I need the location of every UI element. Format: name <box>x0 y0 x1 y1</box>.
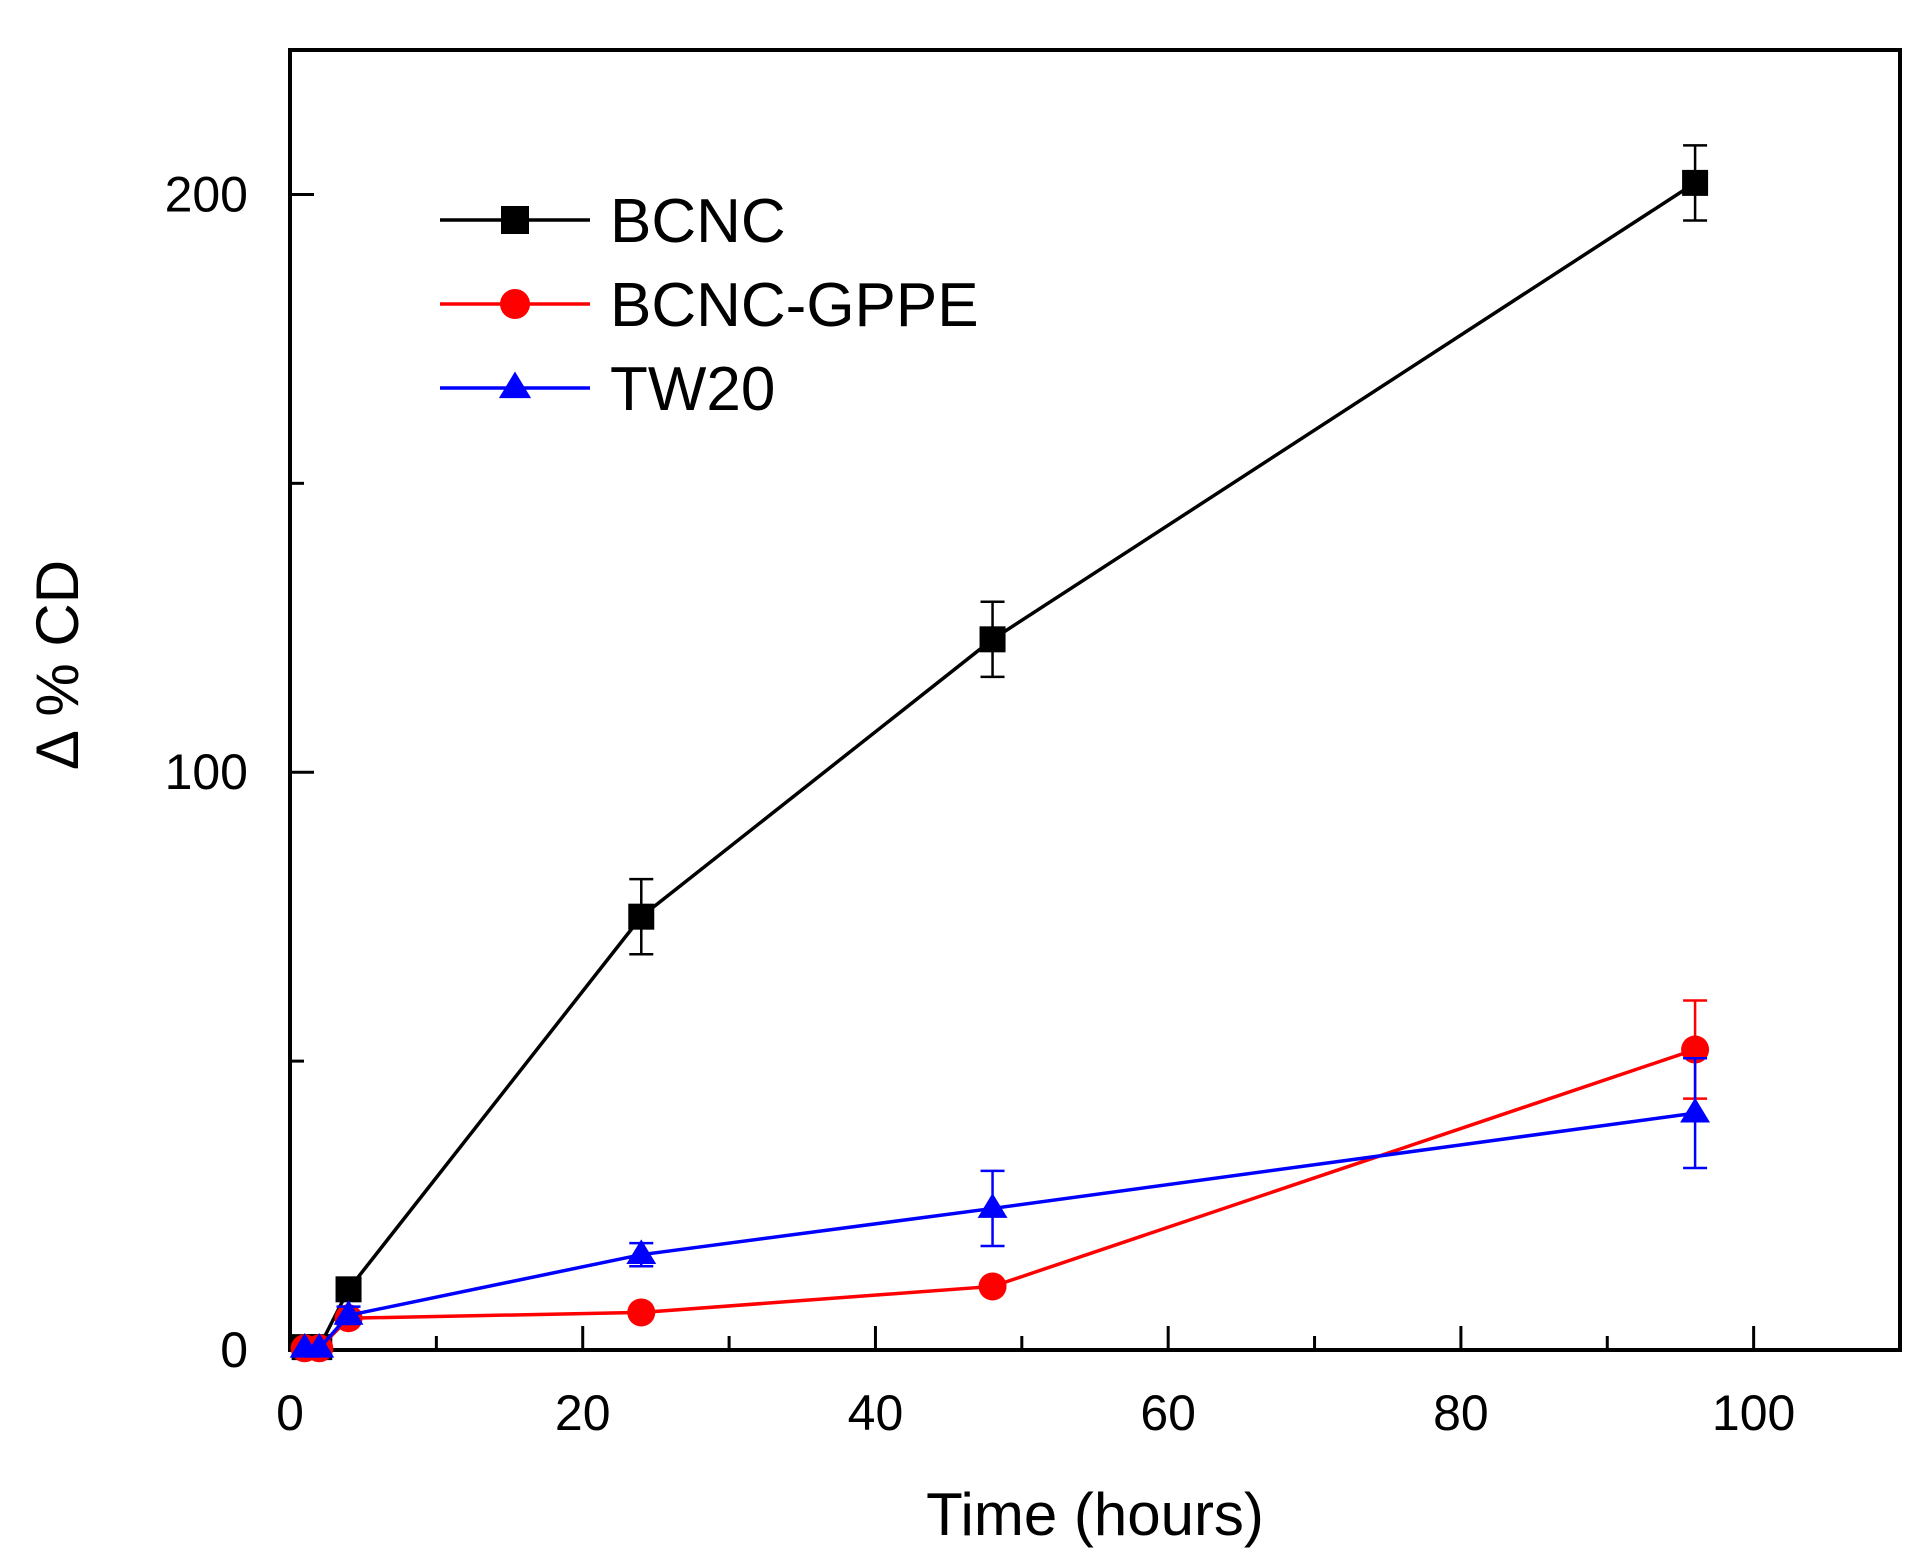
x-tick-label: 80 <box>1433 1385 1489 1441</box>
legend-item: BCNC <box>440 187 786 256</box>
series-bcnc <box>291 144 1709 1361</box>
x-tick-label: 0 <box>276 1385 304 1441</box>
data-point <box>304 1332 335 1358</box>
legend-label: BCNC <box>610 187 786 256</box>
series-line <box>304 1047 1696 1351</box>
data-point <box>978 1272 1007 1301</box>
y-tick-label: 0 <box>220 1322 248 1378</box>
series-line <box>304 181 1697 1349</box>
x-tick-label: 20 <box>555 1385 611 1441</box>
legend-marker <box>498 371 532 399</box>
data-point <box>1681 1035 1710 1064</box>
legend-item: TW20 <box>440 355 775 424</box>
series-line <box>304 1111 1696 1351</box>
legend-label: BCNC-GPPE <box>610 271 979 340</box>
data-point <box>977 1193 1008 1218</box>
data-point <box>627 1298 656 1327</box>
data-point <box>626 1239 657 1265</box>
x-tick-label: 40 <box>848 1385 904 1441</box>
x-tick-label: 60 <box>1140 1385 1196 1441</box>
legend-marker <box>500 289 530 319</box>
legend: BCNC BCNC-GPPE TW20 <box>440 187 979 424</box>
x-axis-title: Time (hours) <box>926 1481 1264 1548</box>
x-tick-label: 100 <box>1712 1385 1795 1441</box>
legend-item: BCNC-GPPE <box>440 271 979 340</box>
legend-marker <box>501 206 529 234</box>
series-tw20 <box>289 1056 1711 1358</box>
data-point <box>628 903 655 930</box>
y-tick-label: 200 <box>165 166 248 222</box>
data-point <box>1682 169 1709 196</box>
plot-frame <box>288 48 1902 1352</box>
data-point <box>333 1300 364 1325</box>
data-point <box>979 626 1006 653</box>
y-tick-label: 100 <box>165 744 248 800</box>
data-point <box>1680 1097 1711 1123</box>
data-point <box>335 1276 362 1303</box>
legend-label: TW20 <box>610 355 775 424</box>
axis-ticks: 0 20 40 60 80 100 0 100 200 <box>165 166 1902 1441</box>
y-axis-title: Δ % CD <box>24 560 91 770</box>
series-layer <box>289 144 1711 1363</box>
series-bcnc-gppe <box>290 999 1710 1363</box>
